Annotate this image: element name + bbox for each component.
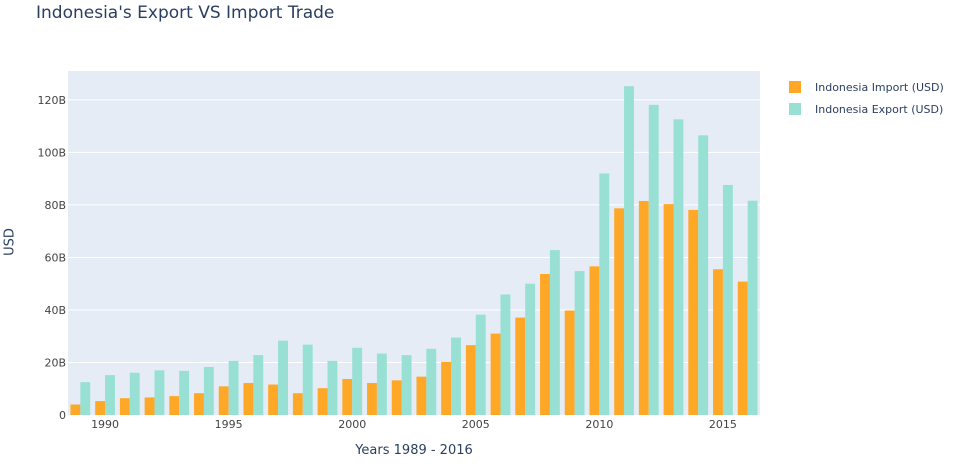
bar-export[interactable]: [525, 283, 536, 415]
x-axis-title: Years 1989 - 2016: [355, 443, 473, 458]
x-tick-label: 2000: [338, 418, 366, 431]
bar-import[interactable]: [638, 200, 649, 415]
bar-import[interactable]: [688, 209, 699, 415]
bar-export[interactable]: [302, 344, 313, 415]
bar-import[interactable]: [367, 382, 377, 415]
bar-import[interactable]: [119, 398, 130, 415]
x-axis-ticks: 1990 1995 2000 2005 2010 2015: [91, 418, 737, 431]
bars: [70, 86, 758, 416]
bar-import[interactable]: [292, 393, 303, 415]
bar-export[interactable]: [475, 314, 486, 415]
bar-export[interactable]: [698, 135, 709, 415]
bar-import[interactable]: [243, 382, 254, 415]
y-tick-label: 80B: [44, 199, 66, 212]
bar-export[interactable]: [426, 348, 437, 415]
bar-import[interactable]: [540, 273, 550, 415]
bar-export[interactable]: [80, 382, 91, 415]
bar-export[interactable]: [179, 370, 190, 415]
bar-export[interactable]: [327, 360, 338, 415]
bar-import[interactable]: [737, 281, 748, 415]
legend-item-export[interactable]: Indonesia Export (USD): [789, 98, 944, 120]
bar-import[interactable]: [441, 361, 452, 415]
bar-export[interactable]: [574, 271, 585, 415]
bar-export[interactable]: [105, 375, 115, 415]
legend-swatch-export: [789, 103, 801, 115]
y-tick-label: 100B: [37, 146, 66, 159]
legend-label-export: Indonesia Export (USD): [815, 102, 944, 116]
x-tick-label: 2005: [462, 418, 490, 431]
bar-export[interactable]: [129, 372, 140, 415]
bar-import[interactable]: [713, 269, 723, 415]
chart-title: Indonesia's Export VS Import Trade: [36, 3, 335, 23]
bar-import[interactable]: [70, 404, 81, 415]
bar-export[interactable]: [154, 370, 165, 415]
y-tick-label: 20B: [44, 356, 66, 369]
y-tick-label: 40B: [44, 304, 66, 317]
bar-import[interactable]: [144, 397, 155, 415]
bar-export[interactable]: [203, 366, 214, 415]
bar-export[interactable]: [401, 355, 412, 415]
x-tick-label: 2015: [709, 418, 737, 431]
x-tick-label: 1995: [215, 418, 243, 431]
bar-import[interactable]: [169, 396, 180, 415]
bar-import[interactable]: [490, 333, 501, 415]
bar-import[interactable]: [663, 204, 674, 415]
legend: Indonesia Import (USD) Indonesia Export …: [789, 76, 944, 120]
bar-export[interactable]: [253, 355, 264, 415]
bar-export[interactable]: [624, 86, 634, 416]
bar-import[interactable]: [589, 266, 600, 415]
bar-import[interactable]: [317, 388, 328, 415]
legend-item-import[interactable]: Indonesia Import (USD): [789, 76, 944, 98]
bar-import[interactable]: [564, 310, 575, 415]
x-tick-label: 1990: [91, 418, 119, 431]
bar-export[interactable]: [648, 104, 659, 415]
bar-export[interactable]: [500, 294, 511, 415]
legend-label-import: Indonesia Import (USD): [815, 80, 944, 94]
legend-swatch-import: [789, 81, 801, 93]
bar-export[interactable]: [451, 337, 461, 415]
y-axis-ticks: 0 20B 40B 60B 80B 100B 120B: [37, 94, 66, 422]
bar-export[interactable]: [599, 173, 610, 415]
y-tick-label: 120B: [37, 94, 66, 107]
bar-import[interactable]: [268, 384, 279, 415]
bar-import[interactable]: [194, 393, 204, 415]
bar-import[interactable]: [515, 317, 526, 415]
bar-import[interactable]: [614, 208, 625, 415]
bar-export[interactable]: [278, 340, 288, 415]
bar-export[interactable]: [228, 360, 239, 415]
bar-import[interactable]: [416, 376, 427, 415]
bar-export[interactable]: [673, 119, 684, 415]
bar-import[interactable]: [391, 380, 402, 415]
bar-export[interactable]: [722, 184, 733, 415]
bar-import[interactable]: [342, 379, 353, 415]
bar-export[interactable]: [352, 347, 363, 415]
bar-import[interactable]: [218, 386, 229, 415]
bar-export[interactable]: [549, 250, 560, 415]
bar-export[interactable]: [747, 200, 758, 415]
bar-import[interactable]: [95, 401, 106, 415]
y-tick-label: 0: [59, 409, 66, 422]
bar-import[interactable]: [465, 345, 476, 415]
y-tick-label: 60B: [44, 251, 66, 264]
bar-export[interactable]: [376, 353, 387, 415]
x-tick-label: 2010: [585, 418, 613, 431]
